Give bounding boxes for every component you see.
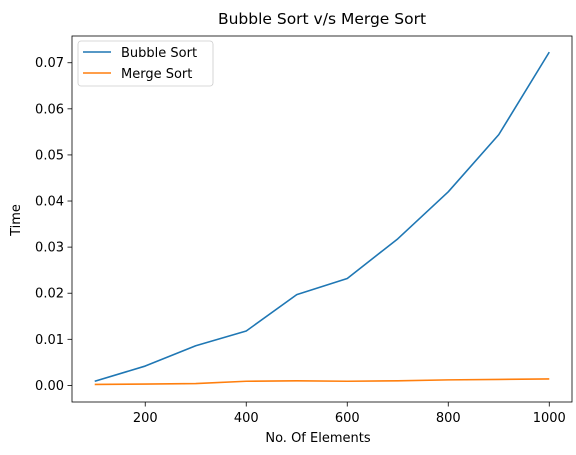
y-axis: 0.00 0.01 0.02 0.03 0.04 0.05 0.06 0.07: [35, 56, 72, 394]
x-axis-label: No. Of Elements: [265, 431, 370, 446]
legend: Bubble Sort Merge Sort: [77, 40, 214, 87]
y-tick-label-3: 0.03: [35, 241, 64, 256]
y-tick-label-0: 0.00: [35, 379, 64, 394]
y-tick-label-4: 0.04: [35, 195, 64, 210]
y-tick-label-7: 0.07: [35, 56, 64, 71]
legend-box: [77, 40, 214, 87]
legend-label-merge-sort: Merge Sort: [121, 67, 192, 82]
y-tick-label-6: 0.06: [35, 102, 64, 117]
y-tick-label-1: 0.01: [35, 333, 64, 348]
x-tick-label-600: 600: [335, 411, 360, 426]
chart-title: Bubble Sort v/s Merge Sort: [218, 10, 426, 28]
plot-series: [94, 51, 550, 386]
y-tick-label-2: 0.02: [35, 287, 64, 302]
series-line-bubble-sort: [94, 51, 550, 383]
x-tick-label-400: 400: [234, 411, 259, 426]
y-axis-label: Time: [9, 204, 24, 237]
plot-frame: [71, 35, 573, 403]
x-tick-label-1000: 1000: [533, 411, 566, 426]
x-tick-label-200: 200: [133, 411, 158, 426]
legend-label-bubble-sort: Bubble Sort: [121, 46, 197, 61]
y-tick-label-5: 0.05: [35, 148, 64, 163]
x-tick-label-800: 800: [436, 411, 461, 426]
series-line-merge-sort: [94, 378, 550, 386]
x-axis: 200 400 600 800 1000: [133, 402, 566, 426]
